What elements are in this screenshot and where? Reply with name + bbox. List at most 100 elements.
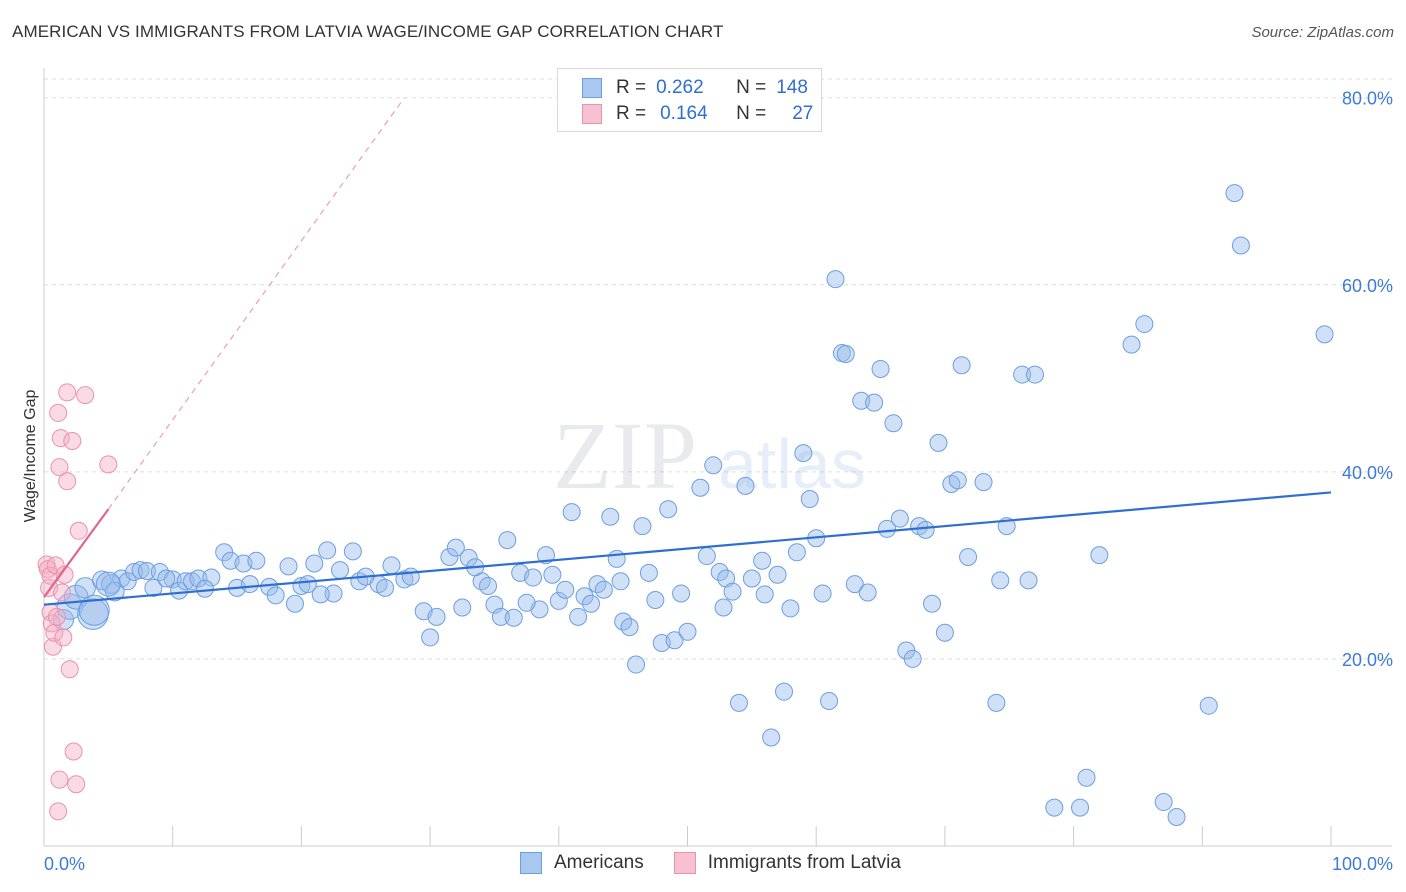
data-point-americans — [729, 693, 748, 712]
data-point-americans — [1025, 365, 1044, 384]
data-point-americans — [633, 517, 652, 536]
data-point-americans — [247, 551, 266, 570]
data-point-americans — [170, 581, 189, 600]
data-point-americans — [594, 580, 613, 599]
trend-line-americans — [43, 491, 1332, 606]
data-point-americans — [935, 623, 954, 642]
legend-r-label: R = — [616, 103, 647, 124]
data-point-americans — [549, 591, 568, 610]
data-point-americans — [376, 578, 395, 597]
data-point-latvia — [58, 472, 77, 491]
data-point-americans — [620, 618, 639, 637]
data-point-americans — [421, 628, 440, 647]
data-point-americans — [125, 562, 144, 581]
data-point-americans — [491, 607, 510, 626]
data-point-americans — [343, 542, 362, 561]
data-point-americans — [324, 584, 343, 603]
data-point-americans — [1199, 696, 1218, 715]
data-point-latvia — [51, 429, 70, 448]
trend-lines — [43, 97, 1332, 606]
data-point-americans — [1154, 793, 1173, 812]
data-point-americans — [704, 456, 723, 475]
data-point-americans — [691, 478, 710, 497]
data-point-americans — [723, 582, 742, 601]
y-tick-label: 20.0% — [1342, 650, 1393, 670]
data-point-latvia — [49, 802, 68, 821]
data-point-americans — [672, 584, 691, 603]
watermark-atlas: atlas — [718, 425, 866, 503]
data-point-latvia — [60, 660, 79, 679]
data-point-latvia — [54, 628, 73, 647]
data-point-americans — [131, 561, 150, 580]
data-point-americans — [498, 531, 517, 550]
data-point-americans — [952, 356, 971, 375]
data-point-americans — [987, 693, 1006, 712]
data-point-americans — [1045, 798, 1064, 817]
trend-line-latvia-extension — [107, 97, 405, 510]
y-tick-label: 60.0% — [1342, 276, 1393, 296]
legend-swatch-latvia — [673, 852, 696, 874]
data-point-americans — [459, 548, 478, 567]
data-point-americans — [762, 728, 781, 747]
data-point-americans — [202, 568, 221, 587]
data-point-americans — [266, 586, 285, 605]
data-point-americans — [646, 590, 665, 609]
tick-labels: 20.0% 40.0% 60.0% 80.0% 0.0% 100.0% — [44, 89, 1393, 874]
legend-label-americans: Americans — [554, 852, 644, 873]
x-tick-label: 100.0% — [1332, 854, 1393, 874]
data-point-americans — [607, 549, 626, 568]
data-point-americans — [440, 547, 459, 566]
data-point-latvia — [47, 607, 66, 626]
data-point-americans — [974, 473, 993, 492]
data-point-americans — [858, 583, 877, 602]
legend-swatch-blue — [582, 78, 602, 98]
data-point-americans — [1167, 808, 1186, 827]
data-point-latvia — [69, 521, 88, 540]
data-point-americans — [948, 471, 967, 490]
data-point-americans — [775, 682, 794, 701]
data-point-americans — [536, 546, 555, 565]
data-point-americans — [781, 599, 800, 618]
data-point-americans — [959, 547, 978, 566]
data-point-americans — [189, 569, 208, 588]
data-point-americans — [742, 569, 761, 588]
watermark: ZIP atlas — [553, 402, 866, 509]
data-point-americans — [991, 571, 1010, 590]
data-point-americans — [581, 594, 600, 613]
data-point-americans — [736, 476, 755, 495]
data-point-americans — [627, 655, 646, 674]
data-point-americans — [678, 622, 697, 641]
data-point-americans — [929, 433, 948, 452]
y-tick-label: 40.0% — [1342, 463, 1393, 483]
data-point-americans — [517, 593, 536, 612]
data-point-americans — [753, 551, 772, 570]
data-point-americans — [1315, 325, 1334, 344]
data-point-americans — [1231, 236, 1250, 255]
data-point-americans — [916, 520, 935, 539]
data-point-latvia — [76, 386, 95, 405]
data-point-americans — [836, 344, 855, 363]
data-point-americans — [504, 608, 523, 627]
data-point-americans — [401, 567, 420, 586]
data-point-americans — [659, 500, 678, 519]
legend-item-americans[interactable]: Americans — [520, 852, 644, 874]
data-point-americans — [279, 557, 298, 576]
legend-n-label: N = — [736, 77, 767, 98]
data-point-latvia — [49, 403, 68, 422]
data-point-americans — [1071, 798, 1090, 817]
data-point-latvia — [50, 458, 69, 477]
data-point-americans — [710, 562, 729, 581]
data-point-americans — [601, 507, 620, 526]
data-point-americans — [884, 414, 903, 433]
y-tick-label: 80.0% — [1342, 89, 1393, 109]
legend-item-latvia[interactable]: Immigrants from Latvia — [673, 852, 901, 874]
data-point-americans — [144, 578, 163, 597]
x-tick-label: 0.0% — [44, 854, 85, 874]
data-point-americans — [865, 393, 884, 412]
data-point-americans — [755, 585, 774, 604]
legend-n-value: 148 — [776, 77, 808, 98]
legend-row-americans: R = 0.262 N = 148 — [582, 76, 808, 100]
data-point-americans — [820, 692, 839, 711]
data-point-americans — [877, 519, 896, 538]
